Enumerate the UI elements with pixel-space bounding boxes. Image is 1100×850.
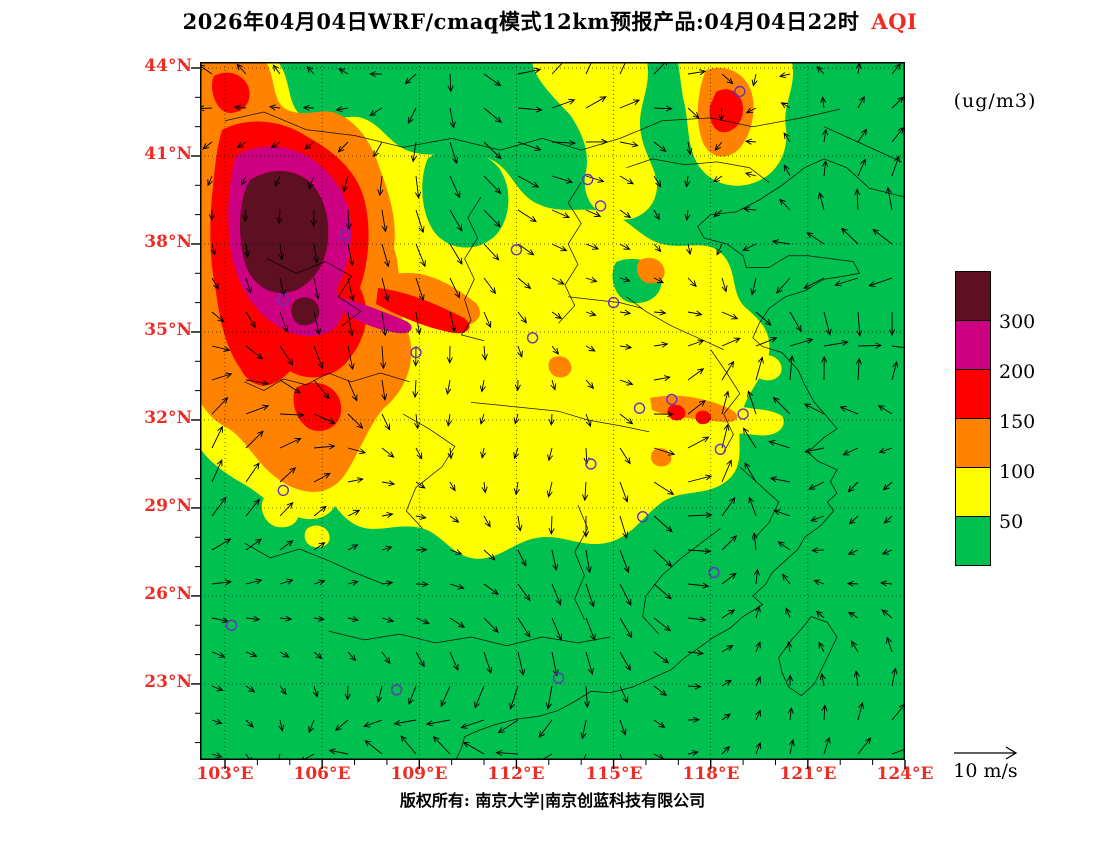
wind-reference-label: 10 m/s [953, 760, 1018, 782]
aqi-fill-very-unhealthy [338, 298, 412, 334]
lat-tick-label: 32°N [144, 408, 192, 428]
aqi-fill-usg [650, 395, 738, 423]
contour-layer [200, 62, 905, 760]
lon-tick-label: 112°E [487, 764, 545, 784]
aqi-fill-moderate [304, 525, 330, 548]
lon-tick-label: 115°E [585, 764, 643, 784]
lon-tick-label: 106°E [293, 764, 351, 784]
plot-title: 2026年04月04日WRF/cmaq模式12km预报产品:04月04日22时 A… [0, 6, 1100, 36]
colorbar-label: 300 [999, 311, 1036, 333]
colorbar-cell-usg [955, 418, 991, 468]
plot-border [200, 62, 905, 760]
lat-tick-label: 44°N [144, 56, 192, 76]
colorbar-label: 150 [999, 411, 1036, 433]
colorbar-cell-very-unhealthy [955, 320, 991, 370]
colorbar-label: 200 [999, 361, 1036, 383]
colorbar-cell-moderate [955, 467, 991, 517]
colorbar-cell-good [955, 516, 991, 566]
station-markers [225, 85, 749, 696]
lat-tick-label: 29°N [144, 496, 192, 516]
colorbar [955, 271, 991, 566]
lon-tick-label: 103°E [196, 764, 254, 784]
colorbar-label: 100 [999, 461, 1036, 483]
lon-tick-label: 121°E [779, 764, 837, 784]
colorbar-label: 50 [999, 511, 1024, 533]
legend-unit-label: (ug/m3) [953, 90, 1037, 112]
lat-tick-label: 26°N [144, 584, 192, 604]
aqi-fill-unhealthy [667, 404, 686, 421]
aqi-fill-usg [396, 272, 480, 326]
aqi-fill-hazardous [291, 297, 320, 326]
aqi-fill-unhealthy [709, 89, 744, 133]
lat-tick-label: 35°N [144, 320, 192, 340]
aqi-fill-usg [650, 448, 672, 467]
colorbar-cell-unhealthy [955, 369, 991, 419]
aqi-fill-unhealthy [211, 72, 250, 114]
copyright-text: 版权所有: 南京大学|南京创蓝科技有限公司 [399, 791, 706, 810]
aqi-fill-moderate [532, 62, 657, 220]
lon-tick-label: 124°E [876, 764, 934, 784]
aqi-fill-moderate [483, 477, 526, 518]
lat-tick-label: 38°N [144, 232, 192, 252]
aqi-fill-usg [636, 257, 665, 284]
aqi-fill-good [496, 77, 538, 117]
aqi-fill-moderate [752, 355, 782, 381]
aqi-fill-good [422, 148, 509, 248]
aqi-fill-unhealthy [695, 410, 712, 425]
wind-vector-arrows [200, 62, 905, 760]
aqi-fill-unhealthy [376, 288, 470, 334]
aqi-fill-unhealthy [293, 382, 342, 431]
lat-tick-label: 41°N [144, 144, 192, 164]
lat-tick-label: 23°N [144, 672, 192, 692]
map-svg [191, 62, 906, 769]
province-boundary-lines [224, 108, 905, 759]
aqi-fill-usg [548, 356, 572, 378]
aqi-fill-moderate [261, 495, 299, 528]
axis-tick-marks [191, 67, 906, 769]
wind-reference-arrow-icon [954, 746, 1018, 760]
aqi-fill-hazardous [240, 170, 329, 293]
aqi-fill-moderate [602, 491, 642, 523]
plot-title-main: 2026年04月04日WRF/cmaq模式12km预报产品:04月04日22时 [182, 9, 860, 34]
lon-tick-label: 109°E [390, 764, 448, 784]
colorbar-cell-hazardous [955, 271, 991, 321]
aqi-fill-moderate [428, 507, 458, 533]
plot-title-species: AQI [871, 9, 918, 34]
map-plot [191, 62, 906, 769]
lon-tick-label: 118°E [682, 764, 740, 784]
